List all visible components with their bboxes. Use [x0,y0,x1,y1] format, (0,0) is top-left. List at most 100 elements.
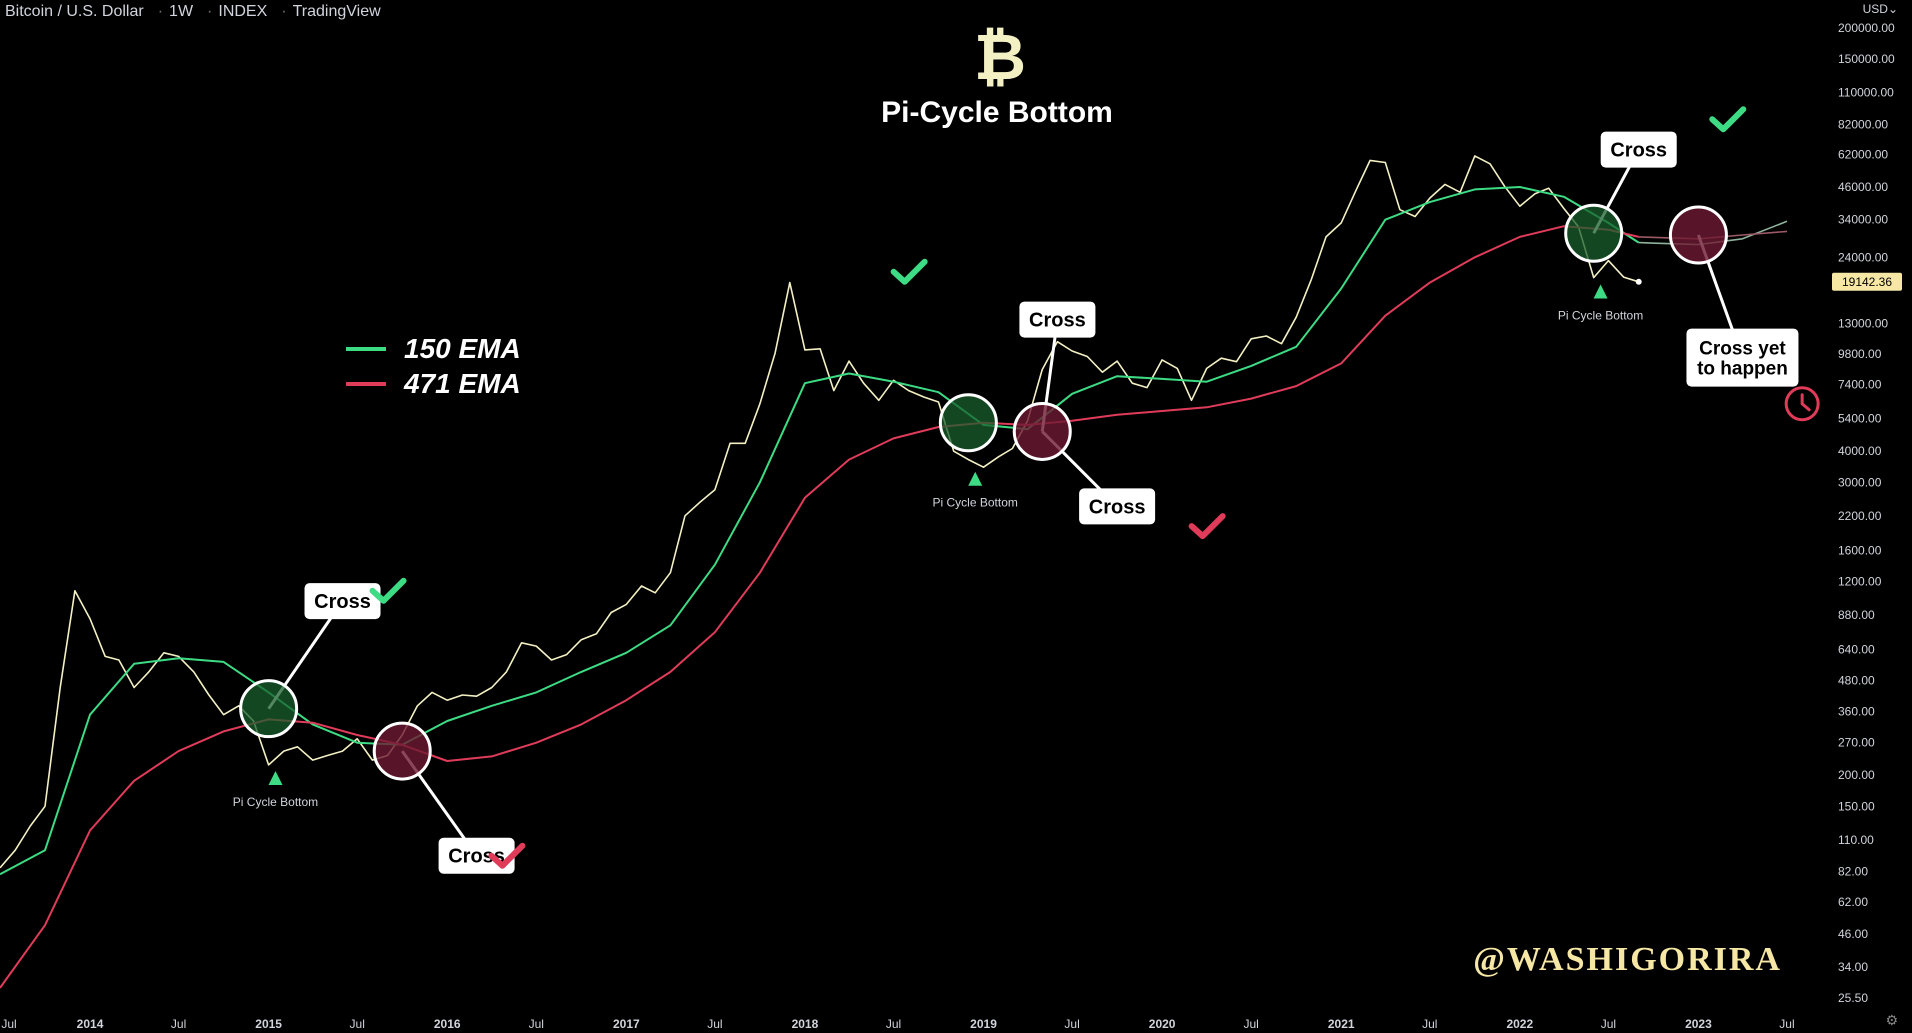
interval-label[interactable]: 1W [169,3,194,20]
y-tick-label: 34.00 [1838,960,1868,974]
y-tick-label: 480.00 [1838,674,1875,688]
y-tick-label: 62.00 [1838,895,1868,909]
check-icon [890,258,928,285]
legend: 150 EMA 471 EMA [346,333,521,399]
y-tick-label: 640.00 [1838,642,1875,656]
callout-text: Cross [1029,310,1086,332]
x-tick-label: 2021 [1328,1017,1355,1031]
callout-box: Cross [1019,301,1096,338]
callout-text: to happen [1697,359,1788,380]
currency-label: USD [1862,2,1888,16]
cross-circle-green [1564,203,1624,263]
chart-header: Bitcoin / U.S. Dollar · 1W · INDEX · TradingVi… [5,3,381,20]
svg-text:₿: ₿ [974,21,1026,93]
y-tick-label: 1600.00 [1838,543,1882,557]
callout-box: Cross [1079,488,1156,525]
y-tick-label: 62000.00 [1838,148,1888,162]
x-tick-label: 2020 [1149,1017,1176,1031]
y-tick-label: 13000.00 [1838,317,1888,331]
callout-box: Cross [438,837,515,874]
x-tick-label: Jul [1422,1017,1437,1031]
y-tick-label: 82.00 [1838,865,1868,879]
y-tick-label: 82000.00 [1838,117,1888,131]
legend-label-150: 150 EMA [404,333,521,364]
y-tick-label: 200000.00 [1838,21,1895,35]
y-tick-label: 4000.00 [1838,444,1882,458]
x-tick-label: Jul [1064,1017,1079,1031]
chevron-down-icon: ⌄ [1887,2,1898,16]
y-tick-label: 25.50 [1838,991,1868,1005]
y-tick-label: 2200.00 [1838,509,1882,523]
symbol-name[interactable]: Bitcoin / U.S. Dollar [5,3,144,20]
cross-circle-red [1012,401,1072,461]
cross-circle-green [239,679,299,739]
exchange-label: INDEX [218,3,268,20]
callout-text: Cross [448,846,505,868]
series-line-ema150 [0,186,1640,876]
y-tick-label: 46000.00 [1838,180,1888,194]
bottom-label: Pi Cycle Bottom [233,795,318,809]
y-tick-label: 360.00 [1838,705,1875,719]
callout-text: Cross [314,591,371,613]
clock-icon [1784,386,1820,422]
last-price-dot [1635,278,1642,285]
callout-text: Cross [1089,496,1146,518]
watermark: @WASHIGORIRA [1473,941,1782,978]
cross-circle-red [372,721,432,781]
gear-icon[interactable]: ⚙ [1885,1012,1898,1028]
source-label: TradingView [292,3,381,20]
y-tick-label: 5400.00 [1838,412,1882,426]
bottom-marker [968,471,983,486]
x-tick-label: Jul [1601,1017,1616,1031]
cross-circle-green [938,393,998,453]
y-tick-label: 150.00 [1838,799,1875,813]
y-tick-label: 46.00 [1838,927,1868,941]
x-tick-label: 2015 [255,1017,282,1031]
callout-text: Cross yet [1699,339,1786,360]
check-icon [488,842,526,869]
y-tick-label: 1200.00 [1838,574,1882,588]
price-axis: 200000.00 150000.00 110000.00 82000.00 62000… [1838,21,1895,1005]
x-tick-label: 2018 [792,1017,819,1031]
x-tick-label: Jul [707,1017,722,1031]
x-tick-label: 2023 [1685,1017,1712,1031]
last-price-badge: 19142.36 [1832,272,1902,291]
y-tick-label: 110000.00 [1838,86,1894,100]
check-icon [1188,513,1226,540]
x-tick-label: Jul [350,1017,365,1031]
x-tick-label: Jul [1,1017,16,1031]
bottom-label: Pi Cycle Bottom [1558,309,1643,323]
legend-label-471: 471 EMA [403,368,521,399]
x-tick-label: Jul [1779,1017,1794,1031]
y-tick-label: 24000.00 [1838,250,1888,264]
bottom-marker [1593,284,1608,299]
y-tick-label: 9800.00 [1838,347,1882,361]
y-tick-label: 110.00 [1838,833,1874,847]
x-tick-label: 2016 [434,1017,461,1031]
y-tick-label: 34000.00 [1838,213,1888,227]
cross-circle-red [1668,205,1728,265]
callout-box: Cross [304,583,381,620]
x-tick-label: Jul [171,1017,186,1031]
bottom-label: Pi Cycle Bottom [933,496,1018,510]
x-tick-label: 2014 [77,1017,104,1031]
currency-selector[interactable]: USD⌄ [1863,2,1898,16]
y-tick-label: 200.00 [1838,768,1875,782]
time-axis: Jul 2014 Jul 2015 Jul 2016 Jul 2017 Jul 2018 Jul 20… [1,1017,1794,1031]
chart-title: Pi-Cycle Bottom [881,96,1113,129]
y-tick-label: 270.00 [1838,736,1875,750]
series-lines [0,155,1788,989]
x-tick-label: 2019 [970,1017,997,1031]
bitcoin-icon: ₿ [974,21,1026,93]
y-tick-label: 150000.00 [1838,52,1895,66]
callout-box: Cross [1600,131,1677,168]
y-tick-label: 880.00 [1838,608,1875,622]
check-icon [1709,106,1747,133]
x-tick-label: Jul [1244,1017,1259,1031]
last-price-value: 19142.36 [1842,275,1892,289]
series-line-price [0,155,1639,869]
x-tick-label: 2022 [1506,1017,1533,1031]
